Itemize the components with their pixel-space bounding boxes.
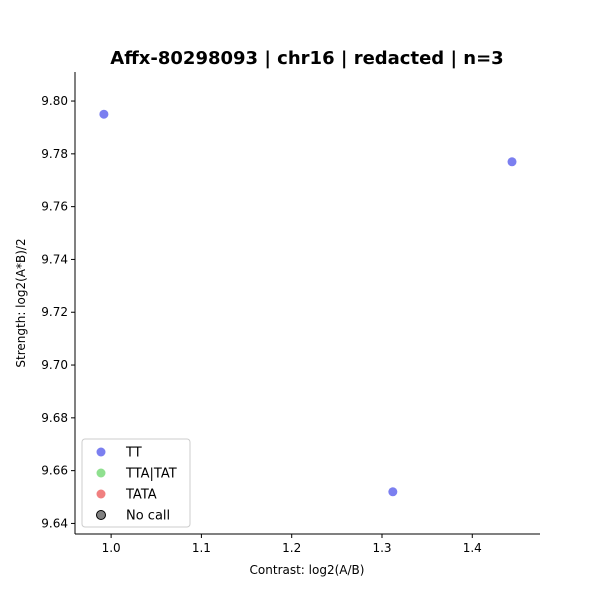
legend-marker-no-call xyxy=(96,510,106,520)
legend: TT TTA|TAT TATA No call xyxy=(81,438,191,528)
legend-marker-tata xyxy=(96,489,106,499)
y-tick-label: 9.74 xyxy=(41,252,68,266)
legend-marker-tt xyxy=(96,447,106,457)
y-tick-label: 9.76 xyxy=(41,200,68,214)
y-tick-label: 9.80 xyxy=(41,94,68,108)
y-tick-label: 9.64 xyxy=(41,516,68,530)
legend-label-tt: TT xyxy=(125,446,142,461)
x-tick-label: 1.1 xyxy=(192,541,211,555)
legend-label-tta-tat: TTA|TAT xyxy=(125,467,177,482)
y-tick-label: 9.68 xyxy=(41,411,68,425)
legend-marker-tta-tat xyxy=(96,468,106,478)
y-tick-label: 9.78 xyxy=(41,147,68,161)
legend-box xyxy=(81,438,191,528)
y-tick-label: 9.72 xyxy=(41,305,68,319)
y-axis-ticks: 9.64 9.66 9.68 9.70 9.72 9.74 9.76 9.78 9.80 xyxy=(41,94,75,530)
legend-label-tata: TATA xyxy=(125,488,157,503)
x-axis-label: Contrast: log2(A/B) xyxy=(250,563,365,577)
data-point-tt xyxy=(388,487,398,497)
chart-title: Affx-80298093 | chr16 | redacted | n=3 xyxy=(110,48,503,69)
data-points xyxy=(99,109,517,497)
x-tick-label: 1.4 xyxy=(463,541,482,555)
x-axis-ticks: 1.0 1.1 1.2 1.3 1.4 xyxy=(102,534,482,555)
y-axis-label: Strength: log2(A*B)/2 xyxy=(14,238,28,367)
x-tick-label: 1.3 xyxy=(372,541,391,555)
data-point-tt xyxy=(507,157,517,167)
plot-area xyxy=(74,72,540,535)
y-tick-label: 9.70 xyxy=(41,358,68,372)
data-point-tt xyxy=(99,109,109,119)
legend-label-no-call: No call xyxy=(126,509,170,524)
x-tick-label: 1.0 xyxy=(102,541,121,555)
x-tick-label: 1.2 xyxy=(282,541,301,555)
y-tick-label: 9.66 xyxy=(41,464,68,478)
